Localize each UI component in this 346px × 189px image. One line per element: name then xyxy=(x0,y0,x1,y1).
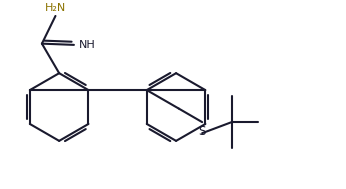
Text: H₂N: H₂N xyxy=(45,3,66,13)
Text: S: S xyxy=(199,125,206,138)
Text: NH: NH xyxy=(79,40,95,50)
